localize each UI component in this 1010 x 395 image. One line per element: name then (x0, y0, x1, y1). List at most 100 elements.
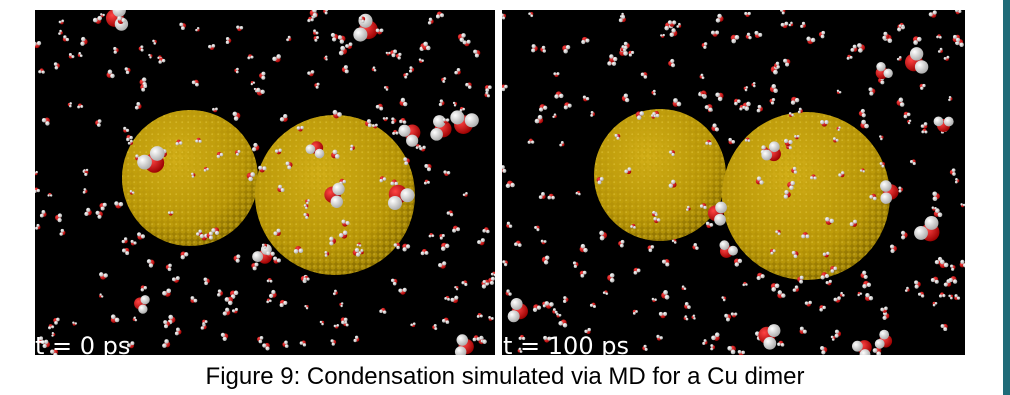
atom (700, 204, 703, 207)
atom (317, 83, 320, 86)
atom (698, 93, 701, 96)
atom (875, 339, 885, 349)
atom (821, 35, 825, 39)
atom (759, 180, 763, 184)
atom (932, 206, 935, 209)
atom (404, 76, 407, 79)
atom (587, 328, 590, 331)
atom (482, 229, 486, 233)
atom (236, 71, 239, 74)
atom (801, 234, 805, 238)
atom (258, 166, 262, 170)
atom (442, 319, 446, 323)
atom (654, 298, 657, 301)
atom (544, 240, 547, 243)
atom (342, 180, 346, 184)
atom (663, 34, 665, 36)
atom (868, 87, 872, 91)
atom (711, 335, 716, 340)
atom (97, 123, 101, 127)
atom (938, 212, 943, 217)
atom (162, 59, 166, 63)
atom (240, 26, 243, 29)
atom (330, 339, 333, 342)
atom (555, 311, 558, 314)
atom (485, 282, 488, 285)
atom (573, 261, 576, 264)
atom (252, 251, 263, 262)
atom (150, 146, 165, 161)
atom (673, 98, 678, 103)
atom (553, 308, 556, 311)
atom (331, 33, 335, 37)
atom (948, 295, 951, 298)
atom (954, 294, 957, 297)
atom (860, 292, 862, 294)
atom (349, 42, 353, 46)
atom (395, 132, 398, 135)
atom (721, 296, 724, 299)
atom (880, 138, 883, 141)
atom (581, 40, 585, 44)
atom (502, 169, 506, 173)
atom (456, 227, 460, 231)
atom (960, 260, 964, 264)
atom (941, 324, 945, 328)
atom (634, 271, 638, 275)
atom (501, 165, 505, 169)
atom (199, 140, 202, 143)
atom (800, 276, 804, 280)
atom (212, 44, 216, 48)
atom (664, 26, 669, 31)
atom (84, 212, 88, 216)
atom (694, 243, 698, 247)
atom (336, 324, 339, 327)
atom (932, 192, 937, 197)
atom (631, 51, 634, 54)
atom (431, 234, 434, 237)
atom (852, 341, 863, 352)
atom (100, 13, 102, 15)
atom (963, 263, 967, 267)
atom (340, 39, 344, 43)
atom (921, 124, 925, 128)
atom (789, 185, 794, 190)
atom (386, 117, 389, 120)
atom (427, 167, 431, 171)
atom (917, 37, 922, 42)
atom (402, 247, 406, 251)
atom (824, 120, 828, 124)
atom (625, 98, 629, 102)
atom (130, 341, 134, 345)
atom (273, 231, 277, 235)
atom (392, 132, 395, 135)
atom (391, 117, 394, 120)
atom (805, 234, 809, 238)
atom (735, 35, 740, 40)
atom (770, 252, 773, 255)
atom (266, 300, 269, 303)
caption: Figure 9: Condensation simulated via MD … (206, 363, 805, 390)
panel (32, 4, 496, 358)
atom (561, 141, 564, 144)
atom (135, 319, 138, 322)
atom (285, 344, 289, 348)
atom (506, 184, 510, 188)
atom (236, 259, 240, 263)
atom (836, 139, 839, 142)
atom (704, 339, 707, 342)
atom (745, 89, 748, 92)
atom (783, 59, 787, 63)
atom (950, 265, 953, 268)
atom (901, 231, 905, 235)
atom (832, 338, 835, 341)
atom (329, 241, 333, 245)
atom (447, 298, 450, 301)
atom (209, 232, 213, 236)
atom (549, 302, 554, 307)
atom (775, 230, 778, 233)
atom (876, 62, 885, 71)
atom (181, 255, 185, 259)
atom (731, 350, 736, 355)
atom (738, 259, 742, 263)
